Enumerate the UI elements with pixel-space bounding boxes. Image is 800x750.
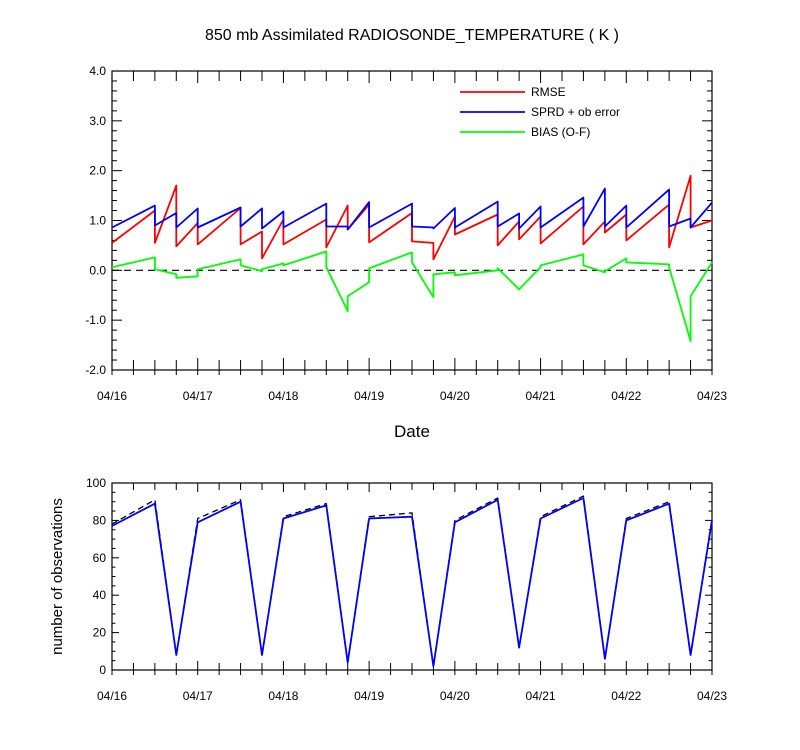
- legend-label: RMSE: [531, 85, 566, 99]
- series-line-rmse: [111, 174, 713, 261]
- x-axis-label: Date: [394, 422, 430, 441]
- x-tick-label: 04/23: [697, 689, 727, 703]
- y-tick-label: 100: [86, 476, 106, 490]
- chart-title: 850 mb Assimilated RADIOSONDE_TEMPERATUR…: [205, 27, 619, 44]
- plot-panel-1: [111, 70, 713, 375]
- x-tick-label: 04/20: [440, 389, 470, 403]
- y-tick-label: 2.0: [89, 164, 106, 178]
- y-tick-label: 40: [93, 588, 107, 602]
- x-tick-label: 04/19: [354, 389, 384, 403]
- x-tick-label: 04/18: [268, 389, 298, 403]
- y-tick-label: 0: [99, 663, 106, 677]
- x-tick-label: 04/19: [354, 689, 384, 703]
- series-line-bias-o-f: [111, 250, 713, 343]
- y-tick-label: 4.0: [89, 64, 106, 78]
- y-tick-label: -2.0: [85, 363, 106, 377]
- y-tick-label: -1.0: [85, 313, 106, 327]
- plot-panel-2: [111, 482, 713, 675]
- y-tick-label: 20: [93, 626, 107, 640]
- x-tick-label: 04/22: [611, 689, 641, 703]
- x-tick-label: 04/17: [183, 389, 213, 403]
- y-tick-label: 0.0: [89, 263, 106, 277]
- x-tick-label: 04/21: [526, 389, 556, 403]
- series-line-2: [111, 497, 713, 668]
- y-tick-label: 1.0: [89, 214, 106, 228]
- series-line-sprd-ob-error: [111, 187, 713, 231]
- x-tick-label: 04/23: [697, 389, 727, 403]
- x-tick-label: 04/17: [183, 689, 213, 703]
- x-tick-label: 04/16: [97, 689, 127, 703]
- y-tick-label: 3.0: [89, 114, 106, 128]
- y-tick-label: 60: [93, 551, 107, 565]
- y-tick-label: 80: [93, 513, 107, 527]
- y-axis-label: number of observations: [49, 498, 66, 655]
- legend-label: SPRD + ob error: [531, 105, 620, 119]
- x-tick-label: 04/21: [526, 689, 556, 703]
- plot-frame: [111, 482, 713, 671]
- x-tick-label: 04/16: [97, 389, 127, 403]
- legend-label: BIAS (O-F): [531, 125, 590, 139]
- x-tick-label: 04/22: [611, 389, 641, 403]
- x-tick-label: 04/20: [440, 689, 470, 703]
- x-tick-label: 04/18: [268, 689, 298, 703]
